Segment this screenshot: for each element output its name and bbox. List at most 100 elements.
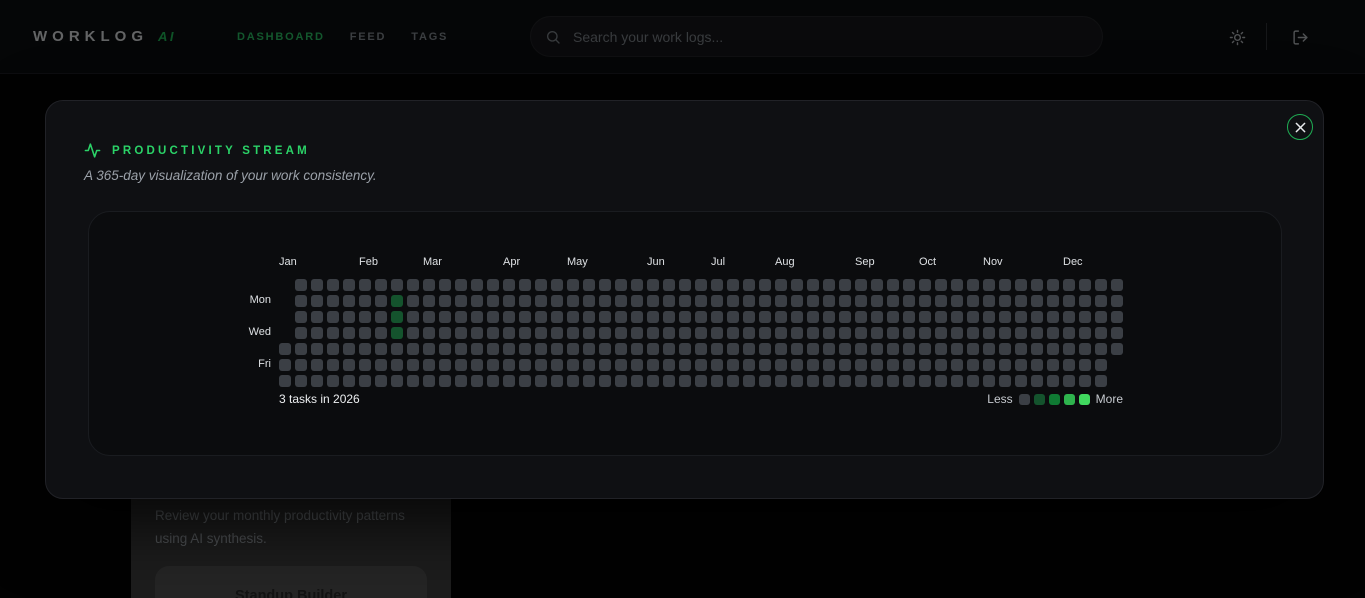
heatmap-cell[interactable] bbox=[407, 327, 419, 339]
heatmap-cell[interactable] bbox=[327, 343, 339, 355]
heatmap-cell[interactable] bbox=[615, 279, 627, 291]
heatmap-cell[interactable] bbox=[567, 295, 579, 307]
heatmap-cell[interactable] bbox=[407, 375, 419, 387]
heatmap-cell[interactable] bbox=[471, 359, 483, 371]
heatmap-cell[interactable] bbox=[599, 295, 611, 307]
heatmap-cell[interactable] bbox=[327, 327, 339, 339]
heatmap-cell[interactable] bbox=[647, 343, 659, 355]
heatmap-cell[interactable] bbox=[455, 327, 467, 339]
heatmap-cell[interactable] bbox=[535, 311, 547, 323]
heatmap-cell[interactable] bbox=[727, 311, 739, 323]
heatmap-cell[interactable] bbox=[807, 311, 819, 323]
heatmap-cell[interactable] bbox=[471, 375, 483, 387]
heatmap-cell[interactable] bbox=[727, 295, 739, 307]
heatmap-cell[interactable] bbox=[1095, 343, 1107, 355]
heatmap-cell[interactable] bbox=[711, 279, 723, 291]
heatmap-cell[interactable] bbox=[647, 359, 659, 371]
heatmap-cell[interactable] bbox=[743, 359, 755, 371]
heatmap-cell[interactable] bbox=[999, 327, 1011, 339]
heatmap-cell[interactable] bbox=[567, 375, 579, 387]
heatmap-cell[interactable] bbox=[855, 327, 867, 339]
heatmap-cell[interactable] bbox=[615, 311, 627, 323]
heatmap-cell[interactable] bbox=[343, 311, 355, 323]
heatmap-cell[interactable] bbox=[343, 359, 355, 371]
heatmap-cell[interactable] bbox=[503, 375, 515, 387]
heatmap-cell[interactable] bbox=[903, 295, 915, 307]
heatmap-cell[interactable] bbox=[1015, 327, 1027, 339]
heatmap-cell[interactable] bbox=[951, 279, 963, 291]
heatmap-cell[interactable] bbox=[423, 327, 435, 339]
heatmap-cell[interactable] bbox=[295, 295, 307, 307]
heatmap-cell[interactable] bbox=[343, 375, 355, 387]
heatmap-cell[interactable] bbox=[983, 359, 995, 371]
heatmap-cell[interactable] bbox=[759, 343, 771, 355]
heatmap-cell[interactable] bbox=[679, 279, 691, 291]
heatmap-cell[interactable] bbox=[1079, 311, 1091, 323]
heatmap-cell[interactable] bbox=[1063, 311, 1075, 323]
heatmap-cell[interactable] bbox=[679, 311, 691, 323]
heatmap-cell[interactable] bbox=[823, 343, 835, 355]
heatmap-cell[interactable] bbox=[871, 343, 883, 355]
heatmap-cell[interactable] bbox=[999, 279, 1011, 291]
heatmap-cell[interactable] bbox=[871, 327, 883, 339]
heatmap-cell[interactable] bbox=[311, 375, 323, 387]
heatmap-cell[interactable] bbox=[551, 375, 563, 387]
heatmap-cell[interactable] bbox=[1047, 311, 1059, 323]
heatmap-cell[interactable] bbox=[647, 327, 659, 339]
heatmap-cell[interactable] bbox=[615, 295, 627, 307]
heatmap-cell[interactable] bbox=[919, 343, 931, 355]
heatmap-cell[interactable] bbox=[775, 343, 787, 355]
heatmap-cell[interactable] bbox=[567, 359, 579, 371]
heatmap-cell[interactable] bbox=[663, 311, 675, 323]
heatmap-cell[interactable] bbox=[695, 311, 707, 323]
heatmap-cell[interactable] bbox=[711, 327, 723, 339]
heatmap-cell[interactable] bbox=[487, 311, 499, 323]
heatmap-cell[interactable] bbox=[487, 295, 499, 307]
heatmap-cell[interactable] bbox=[1111, 327, 1123, 339]
heatmap-cell[interactable] bbox=[791, 327, 803, 339]
heatmap-cell[interactable] bbox=[919, 375, 931, 387]
heatmap-cell[interactable] bbox=[1015, 279, 1027, 291]
heatmap-cell[interactable] bbox=[455, 279, 467, 291]
heatmap-cell[interactable] bbox=[567, 327, 579, 339]
heatmap-cell[interactable] bbox=[1047, 343, 1059, 355]
heatmap-cell[interactable] bbox=[391, 375, 403, 387]
heatmap-cell[interactable] bbox=[455, 359, 467, 371]
heatmap-cell[interactable] bbox=[1095, 295, 1107, 307]
heatmap-cell[interactable] bbox=[359, 311, 371, 323]
heatmap-cell[interactable] bbox=[503, 279, 515, 291]
heatmap-cell[interactable] bbox=[583, 359, 595, 371]
heatmap-cell[interactable] bbox=[807, 375, 819, 387]
heatmap-cell[interactable] bbox=[295, 311, 307, 323]
heatmap-cell[interactable] bbox=[551, 327, 563, 339]
heatmap-cell[interactable] bbox=[951, 343, 963, 355]
heatmap-cell[interactable] bbox=[855, 279, 867, 291]
heatmap-cell[interactable] bbox=[455, 375, 467, 387]
heatmap-cell[interactable] bbox=[951, 295, 963, 307]
heatmap-cell[interactable] bbox=[359, 295, 371, 307]
heatmap-cell[interactable] bbox=[455, 311, 467, 323]
heatmap-cell[interactable] bbox=[839, 359, 851, 371]
heatmap-cell[interactable] bbox=[839, 295, 851, 307]
heatmap-cell[interactable] bbox=[791, 359, 803, 371]
heatmap-cell[interactable] bbox=[775, 279, 787, 291]
heatmap-cell[interactable] bbox=[999, 359, 1011, 371]
heatmap-cell[interactable] bbox=[647, 279, 659, 291]
heatmap-cell[interactable] bbox=[503, 295, 515, 307]
heatmap-cell[interactable] bbox=[855, 375, 867, 387]
heatmap-cell[interactable] bbox=[1079, 279, 1091, 291]
heatmap-cell[interactable] bbox=[471, 327, 483, 339]
heatmap-cell[interactable] bbox=[887, 327, 899, 339]
heatmap-cell[interactable] bbox=[471, 279, 483, 291]
heatmap-cell[interactable] bbox=[1079, 327, 1091, 339]
heatmap-cell[interactable] bbox=[679, 295, 691, 307]
heatmap-cell[interactable] bbox=[1047, 279, 1059, 291]
heatmap-cell[interactable] bbox=[759, 375, 771, 387]
heatmap-cell[interactable] bbox=[935, 311, 947, 323]
heatmap-cell[interactable] bbox=[775, 295, 787, 307]
heatmap-cell[interactable] bbox=[519, 343, 531, 355]
heatmap-cell[interactable] bbox=[455, 343, 467, 355]
heatmap-cell[interactable] bbox=[519, 311, 531, 323]
heatmap-cell[interactable] bbox=[983, 343, 995, 355]
heatmap-cell[interactable] bbox=[599, 375, 611, 387]
